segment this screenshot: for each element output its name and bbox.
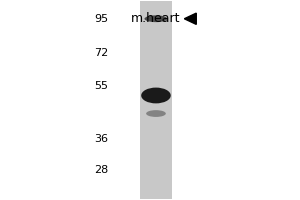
Bar [140, 1, 172, 199]
Ellipse shape [145, 15, 167, 22]
Text: 28: 28 [94, 165, 108, 175]
Text: m.heart: m.heart [131, 12, 181, 25]
Text: 72: 72 [94, 48, 108, 58]
Text: 55: 55 [94, 81, 108, 91]
Ellipse shape [146, 110, 166, 117]
Text: 95: 95 [94, 14, 108, 24]
Text: 36: 36 [94, 134, 108, 144]
Polygon shape [184, 13, 196, 24]
Ellipse shape [141, 88, 171, 103]
